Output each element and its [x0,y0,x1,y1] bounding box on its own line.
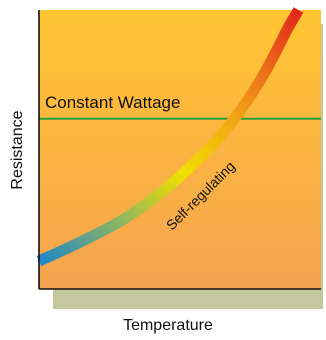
x-axis-label: Temperature [123,317,213,334]
series-curve-self-regulating [36,7,304,267]
series-label-constant-wattage: Constant Wattage [45,93,180,112]
series-layer [36,7,321,267]
y-axis-label: Resistance [9,110,26,189]
